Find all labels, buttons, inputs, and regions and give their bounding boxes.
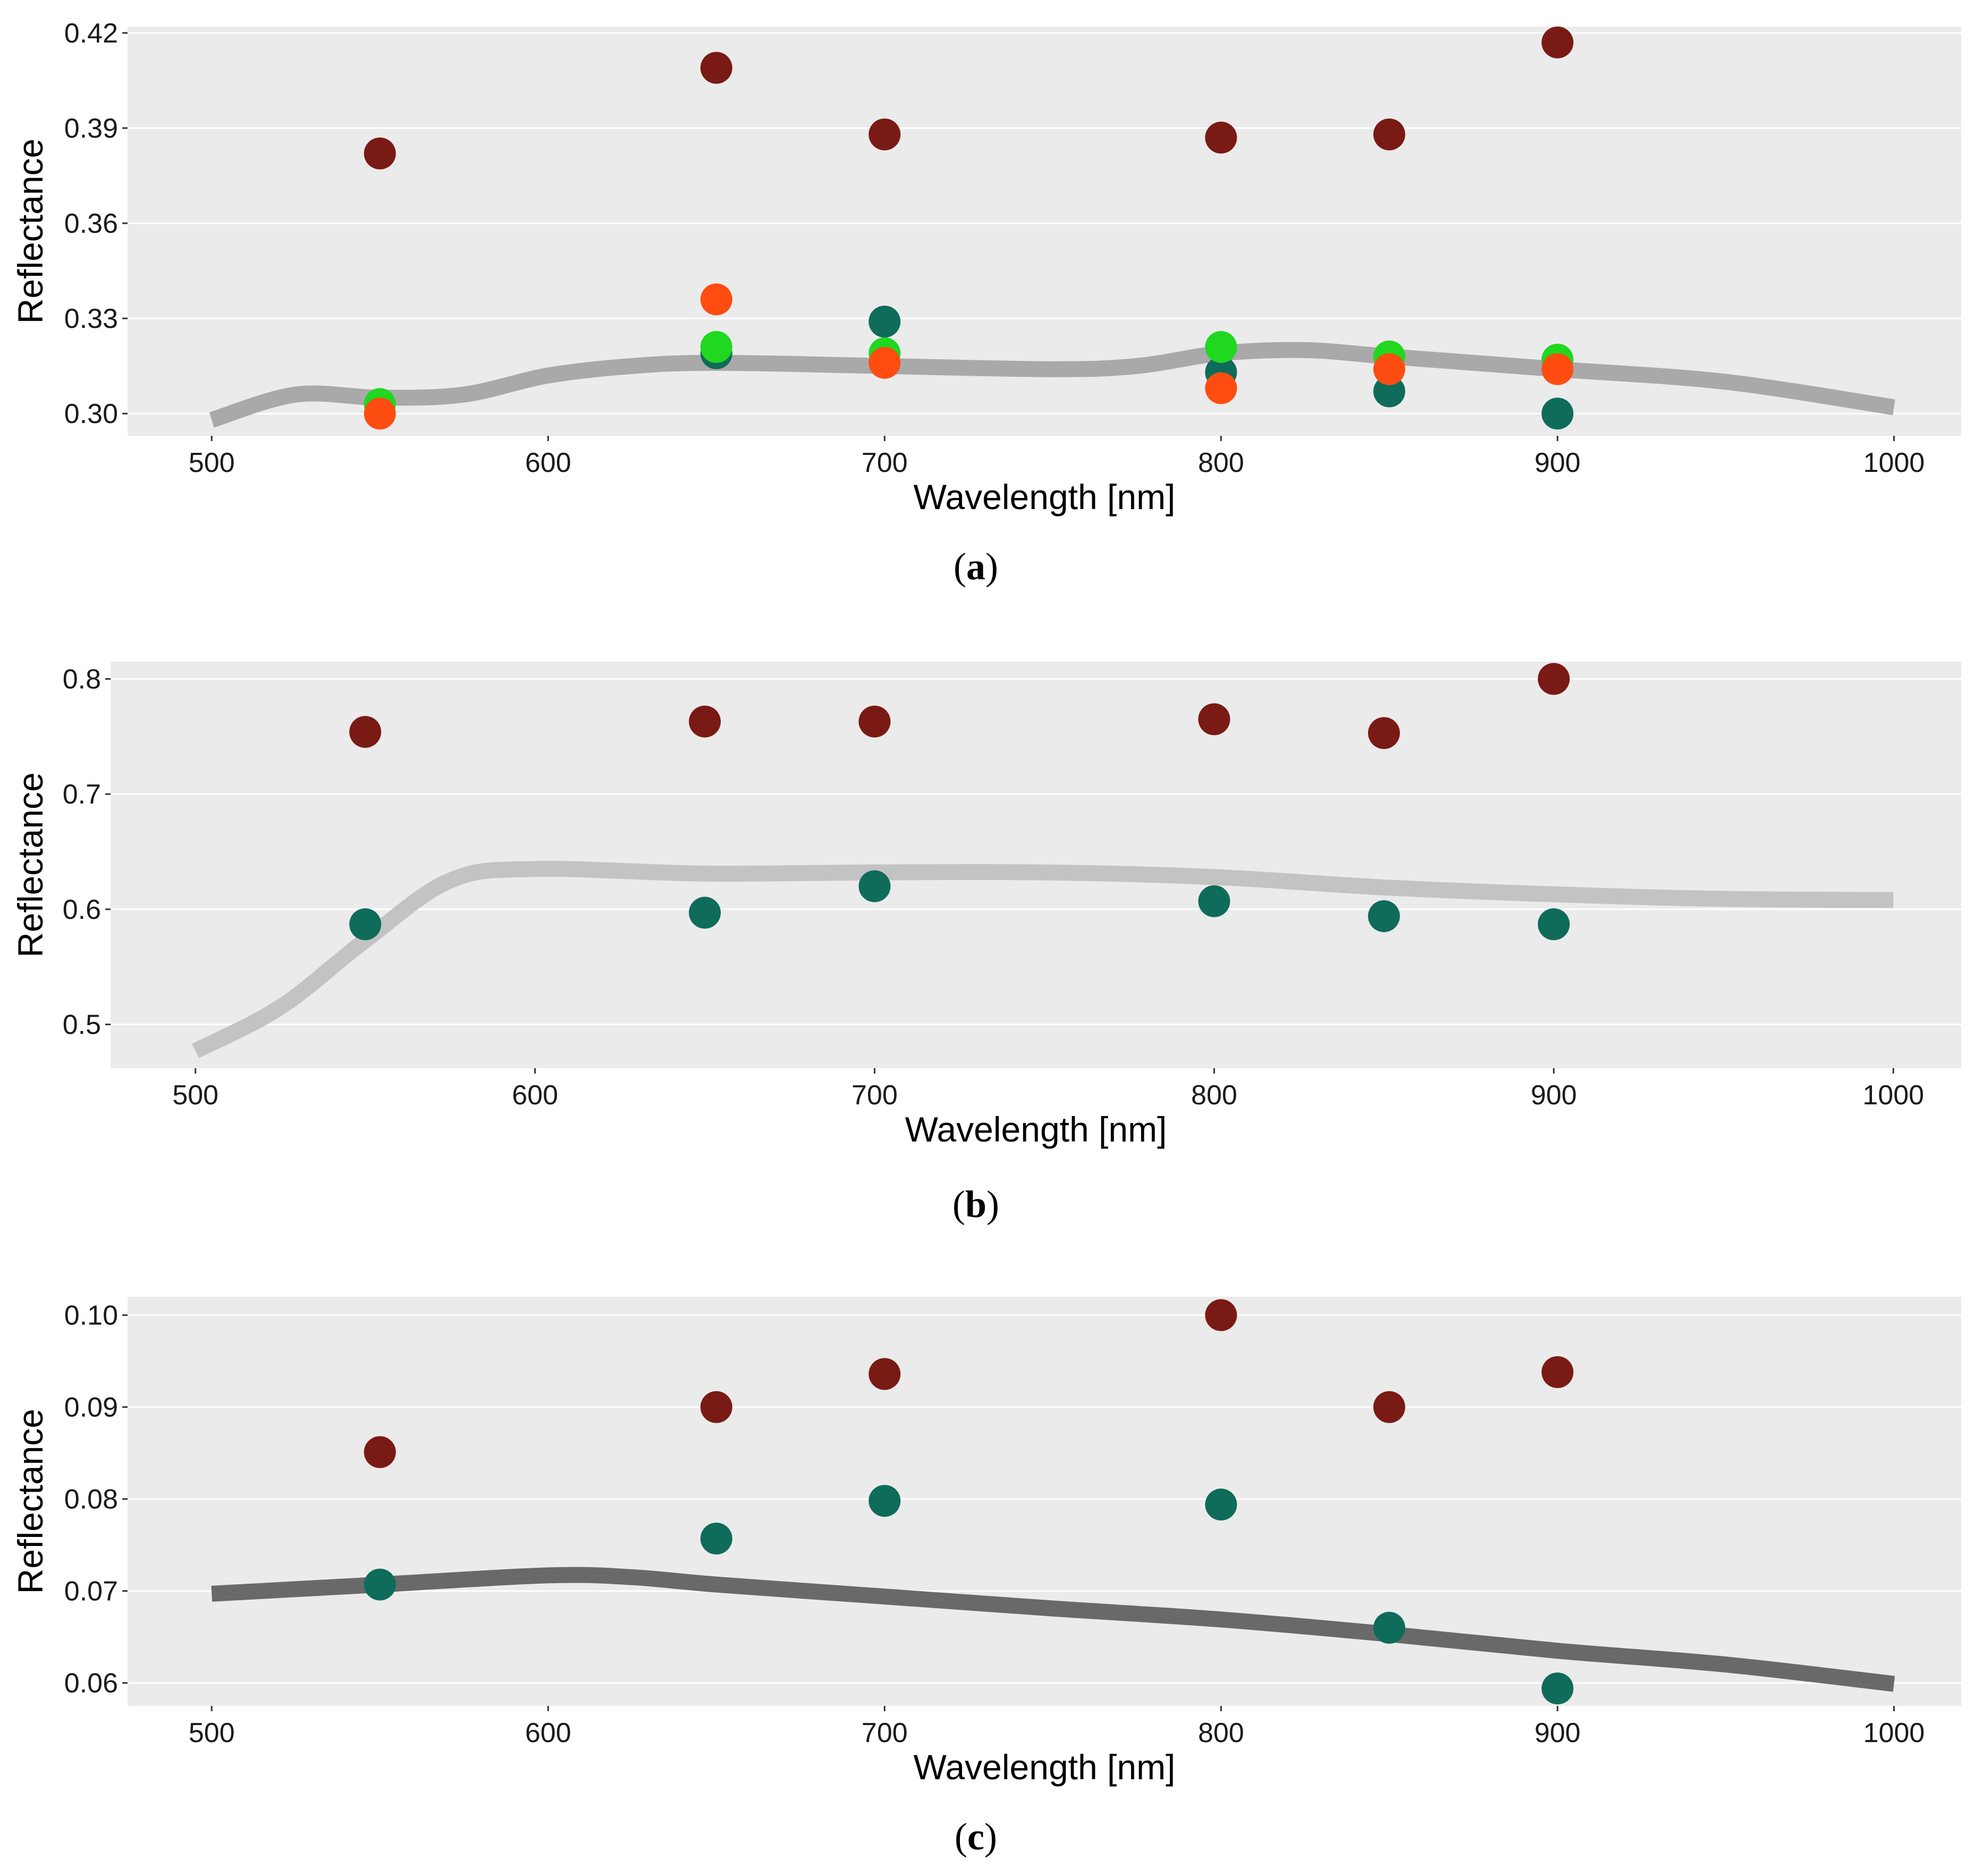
data-point (364, 1568, 396, 1601)
x-axis-title: Wavelength [nm] (905, 1110, 1167, 1149)
y-tick-label: 0.36 (64, 208, 118, 239)
chart-panel-a: 0.30 0.33 0.36 0.39 0.42 500 600 700 800 900 1000 W… (11, 18, 1961, 588)
x-tick-label: 600 (525, 1718, 571, 1748)
x-tick-label: 800 (1198, 1718, 1244, 1748)
x-tick-label: 900 (1531, 1080, 1577, 1111)
panel-caption: (a) (954, 545, 998, 588)
data-point (1198, 885, 1230, 917)
data-point (858, 870, 891, 902)
x-tick-label: 500 (172, 1080, 218, 1111)
caption-letter: c (967, 1815, 984, 1858)
caption-close-paren: ) (985, 545, 998, 588)
caption-open-paren: ( (954, 545, 966, 588)
reference-curve (191, 860, 1894, 1058)
x-tick-label: 800 (1191, 1080, 1237, 1111)
data-point (868, 306, 901, 338)
data-point (349, 716, 382, 748)
y-axis-title: Reflectance (11, 772, 50, 958)
data-point (1368, 717, 1400, 749)
data-point (1541, 26, 1574, 58)
data-point (700, 283, 732, 316)
data-point (1541, 1356, 1574, 1388)
x-tick-label: 500 (189, 447, 235, 478)
data-point (700, 1523, 732, 1555)
y-axis-title: Reflectance (11, 1409, 50, 1594)
y-tick-label: 0.10 (64, 1300, 118, 1331)
panel-caption: (b) (952, 1183, 999, 1226)
data-point (1373, 1611, 1405, 1644)
data-point (364, 137, 396, 170)
data-point (868, 118, 901, 150)
x-tick-label: 700 (851, 1080, 898, 1111)
panel-caption: (c) (955, 1815, 997, 1858)
data-point (700, 1391, 732, 1423)
data-point (689, 705, 721, 738)
data-point (1205, 331, 1237, 363)
data-point (1541, 353, 1574, 385)
data-point (1538, 663, 1570, 695)
y-tick-label: 0.7 (63, 779, 101, 810)
data-point (1541, 1672, 1574, 1705)
data-point (1373, 1391, 1405, 1423)
chart-panel-b: 0.5 0.6 0.7 0.8 500 600 700 800 900 1000 Wavelengt… (11, 662, 1961, 1226)
data-point (868, 347, 901, 379)
y-tick-label: 0.08 (64, 1484, 118, 1515)
x-tick-label: 900 (1534, 447, 1581, 478)
y-tick-label: 0.07 (64, 1576, 118, 1607)
data-point (1205, 1299, 1237, 1331)
data-point (868, 1358, 901, 1390)
x-tick-label: 1000 (1863, 1718, 1925, 1748)
caption-close-paren: ) (984, 1815, 997, 1858)
data-point (364, 398, 396, 430)
data-point (868, 1485, 901, 1517)
caption-open-paren: ( (952, 1183, 965, 1226)
data-point (858, 705, 891, 738)
data-point (364, 1436, 396, 1468)
x-tick-label: 500 (189, 1718, 235, 1748)
y-tick-label: 0.8 (63, 664, 101, 695)
y-tick-label: 0.06 (64, 1668, 118, 1699)
caption-letter: a (966, 545, 985, 588)
data-point (349, 908, 382, 941)
x-tick-label: 900 (1534, 1718, 1581, 1748)
y-tick-label: 0.5 (63, 1010, 101, 1041)
x-tick-label: 700 (862, 1718, 908, 1748)
x-tick-label: 1000 (1862, 1080, 1924, 1111)
x-tick-label: 1000 (1863, 447, 1925, 478)
caption-open-paren: ( (955, 1815, 967, 1858)
data-point (1373, 118, 1405, 150)
plot-background (128, 1297, 1961, 1706)
y-tick-label: 0.42 (64, 18, 118, 49)
caption-close-paren: ) (986, 1183, 999, 1226)
data-point (1538, 908, 1570, 941)
y-tick-label: 0.39 (64, 113, 118, 144)
data-point (1205, 372, 1237, 404)
x-axis-title: Wavelength [nm] (914, 477, 1176, 517)
data-point (1205, 1489, 1237, 1521)
x-tick-label: 700 (862, 447, 908, 478)
x-tick-label: 600 (512, 1080, 558, 1111)
data-point (700, 52, 732, 84)
chart-panel-c: 0.06 0.07 0.08 0.09 0.10 500 600 700 800 900 1000 W… (11, 1297, 1961, 1858)
y-tick-label: 0.6 (63, 894, 101, 925)
data-point (1541, 398, 1574, 430)
y-axis-title: Reflectance (11, 139, 50, 324)
caption-letter: b (965, 1183, 986, 1226)
y-tick-label: 0.30 (64, 399, 118, 429)
data-point (1373, 375, 1405, 408)
reference-curve (211, 1567, 1895, 1692)
x-tick-label: 600 (525, 447, 571, 478)
data-point (1205, 121, 1237, 154)
y-tick-label: 0.33 (64, 303, 118, 334)
x-axis-title: Wavelength [nm] (914, 1747, 1176, 1787)
data-point (1368, 900, 1400, 932)
data-point (689, 897, 721, 929)
x-tick-label: 800 (1198, 447, 1244, 478)
data-point (1198, 703, 1230, 736)
data-point (1373, 353, 1405, 385)
data-point (700, 331, 732, 363)
y-tick-label: 0.09 (64, 1392, 118, 1423)
